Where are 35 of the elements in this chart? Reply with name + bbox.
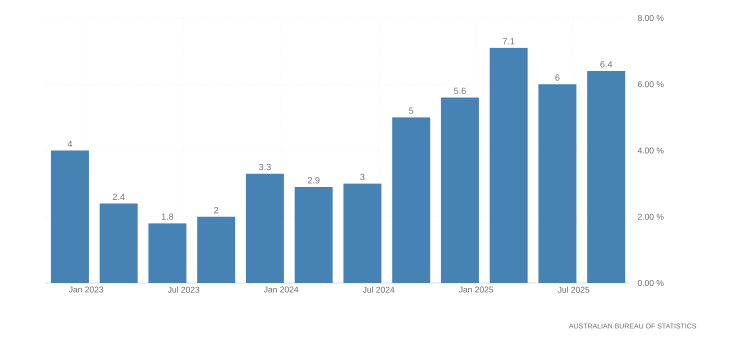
bar <box>587 71 626 283</box>
bar <box>148 223 186 283</box>
bar <box>392 117 430 283</box>
y-tick-label: 2.00 % <box>638 214 664 220</box>
bar <box>197 216 236 283</box>
data-label: 4 <box>68 140 72 147</box>
bar <box>440 98 479 283</box>
data-label: 2 <box>214 206 218 214</box>
data-label: 1.8 <box>162 214 174 220</box>
x-tick-label: Jan 2024 <box>264 286 298 293</box>
y-tick-label: 0.00 % <box>638 280 664 286</box>
bar <box>294 186 333 283</box>
bar <box>246 174 284 283</box>
data-label: 2.4 <box>112 194 125 200</box>
data-label: 5 <box>409 108 414 114</box>
data-label: 3.3 <box>259 164 271 170</box>
bar <box>50 150 89 283</box>
bar <box>538 84 576 283</box>
x-tick-label: Jul 2023 <box>168 286 200 293</box>
data-label: 2.9 <box>308 177 320 184</box>
data-label: 6.4 <box>600 61 612 68</box>
data-label: 7.1 <box>502 38 514 44</box>
x-tick-label: Jan 2023 <box>68 286 104 293</box>
y-tick-label: 8.00 % <box>638 15 664 21</box>
y-tick-label: 4.00 % <box>638 148 664 154</box>
data-label: 3 <box>360 174 365 180</box>
x-tick-label: Jul 2025 <box>558 286 590 293</box>
y-tick-label: 6.00 % <box>638 81 664 88</box>
x-tick-label: Jul 2024 <box>362 286 394 293</box>
data-label: 6 <box>555 74 560 81</box>
bar <box>100 204 138 283</box>
bar <box>490 48 528 283</box>
x-tick-label: Jan 2025 <box>458 286 494 293</box>
data-label: 5.6 <box>454 88 466 94</box>
bar <box>343 184 382 283</box>
